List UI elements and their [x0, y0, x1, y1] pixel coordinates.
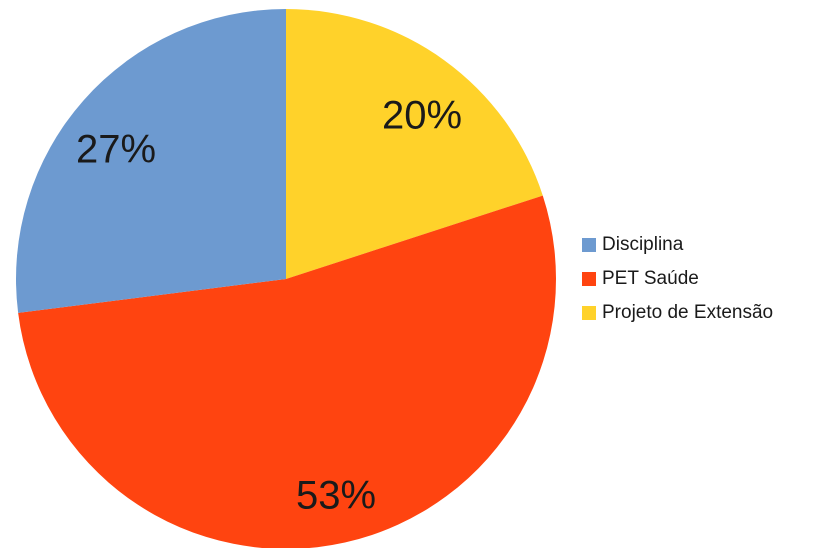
- legend-label-disciplina: Disciplina: [602, 234, 684, 255]
- slice-label-disciplina: 27%: [76, 128, 156, 172]
- slice-label-pet-saude: 53%: [296, 474, 376, 518]
- legend-swatch-disciplina: [582, 238, 596, 252]
- legend-item-disciplina: Disciplina: [582, 232, 773, 258]
- legend-item-pet-saude: PET Saúde: [582, 266, 773, 292]
- pie-slice-projeto-de-extensao: [286, 9, 543, 279]
- legend-swatch-pet-saude: [582, 272, 596, 286]
- legend-label-projeto-de-extensao: Projeto de Extensão: [602, 302, 774, 323]
- pie-slice-pet-saude: [18, 195, 556, 548]
- legend-item-projeto-de-extensao: Projeto de Extensão: [582, 300, 773, 326]
- slice-label-projeto-de-extensao: 20%: [382, 94, 462, 138]
- pie-slice-disciplina: [15, 9, 286, 313]
- legend-swatch-projeto-de-extensao: [582, 306, 596, 320]
- legend: Disciplina PET Saúde Projeto de Extensão: [582, 232, 773, 334]
- legend-label-pet-saude: PET Saúde: [602, 268, 699, 289]
